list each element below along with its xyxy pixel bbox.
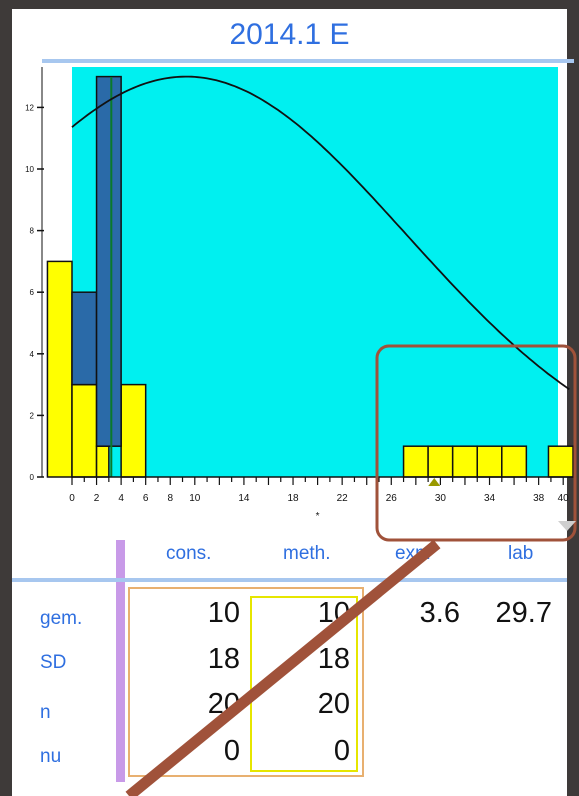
x-tick-label-8: 22 <box>337 493 349 504</box>
curve-group <box>71 75 570 391</box>
y-tick-label-2: 4 <box>30 350 35 359</box>
x-tick-label-2: 4 <box>118 493 124 504</box>
bar-s0-9 <box>547 445 574 478</box>
x-tick-label-10: 30 <box>435 493 447 504</box>
bar-s0-2 <box>95 445 110 478</box>
y-tick-label-5: 10 <box>25 165 34 174</box>
title-divider <box>42 59 574 63</box>
x-tick-label-4: 8 <box>167 493 173 504</box>
histogram-chart: 0 2 4 6 8 10 12 0 2 4 6 8 10 14 18 22 26 30 34 38 40 * <box>25 67 577 522</box>
x-tick-label-6: 14 <box>238 493 250 504</box>
bar-s0-8 <box>501 445 528 478</box>
bar-s0-3 <box>120 383 147 478</box>
bar-s0-0 <box>46 260 73 478</box>
bar-s1-1 <box>95 75 122 447</box>
bar-s0-6 <box>451 445 478 478</box>
x-tick-label-11: 34 <box>484 493 496 504</box>
x-tick-label-13: 40 <box>558 493 570 504</box>
x-tick-label-3: 6 <box>143 493 149 504</box>
y-tick-label-1: 2 <box>30 411 35 420</box>
y-tick-label-4: 8 <box>30 227 35 236</box>
x-tick-label-12: 38 <box>533 493 545 504</box>
y-tick-label-3: 6 <box>30 288 35 297</box>
x-axis-marker: * <box>316 511 320 522</box>
bar-s0-7 <box>476 445 503 478</box>
bar-s1-0 <box>71 291 98 386</box>
x-tick-label-7: 18 <box>287 493 299 504</box>
y-tick-label-6: 12 <box>25 103 34 112</box>
x-tick-label-0: 0 <box>69 493 75 504</box>
x-value-marker <box>428 478 441 486</box>
bar-s0-5 <box>427 445 454 478</box>
bar-s0-4 <box>402 445 429 478</box>
x-tick-label-5: 10 <box>189 493 201 504</box>
chart-title: 2014.1 E <box>229 18 350 51</box>
x-tick-label-1: 2 <box>94 493 100 504</box>
normal-curve <box>71 75 570 391</box>
bar-s0-1 <box>71 383 98 478</box>
y-tick-label-0: 0 <box>30 473 35 482</box>
x-tick-label-9: 26 <box>386 493 398 504</box>
